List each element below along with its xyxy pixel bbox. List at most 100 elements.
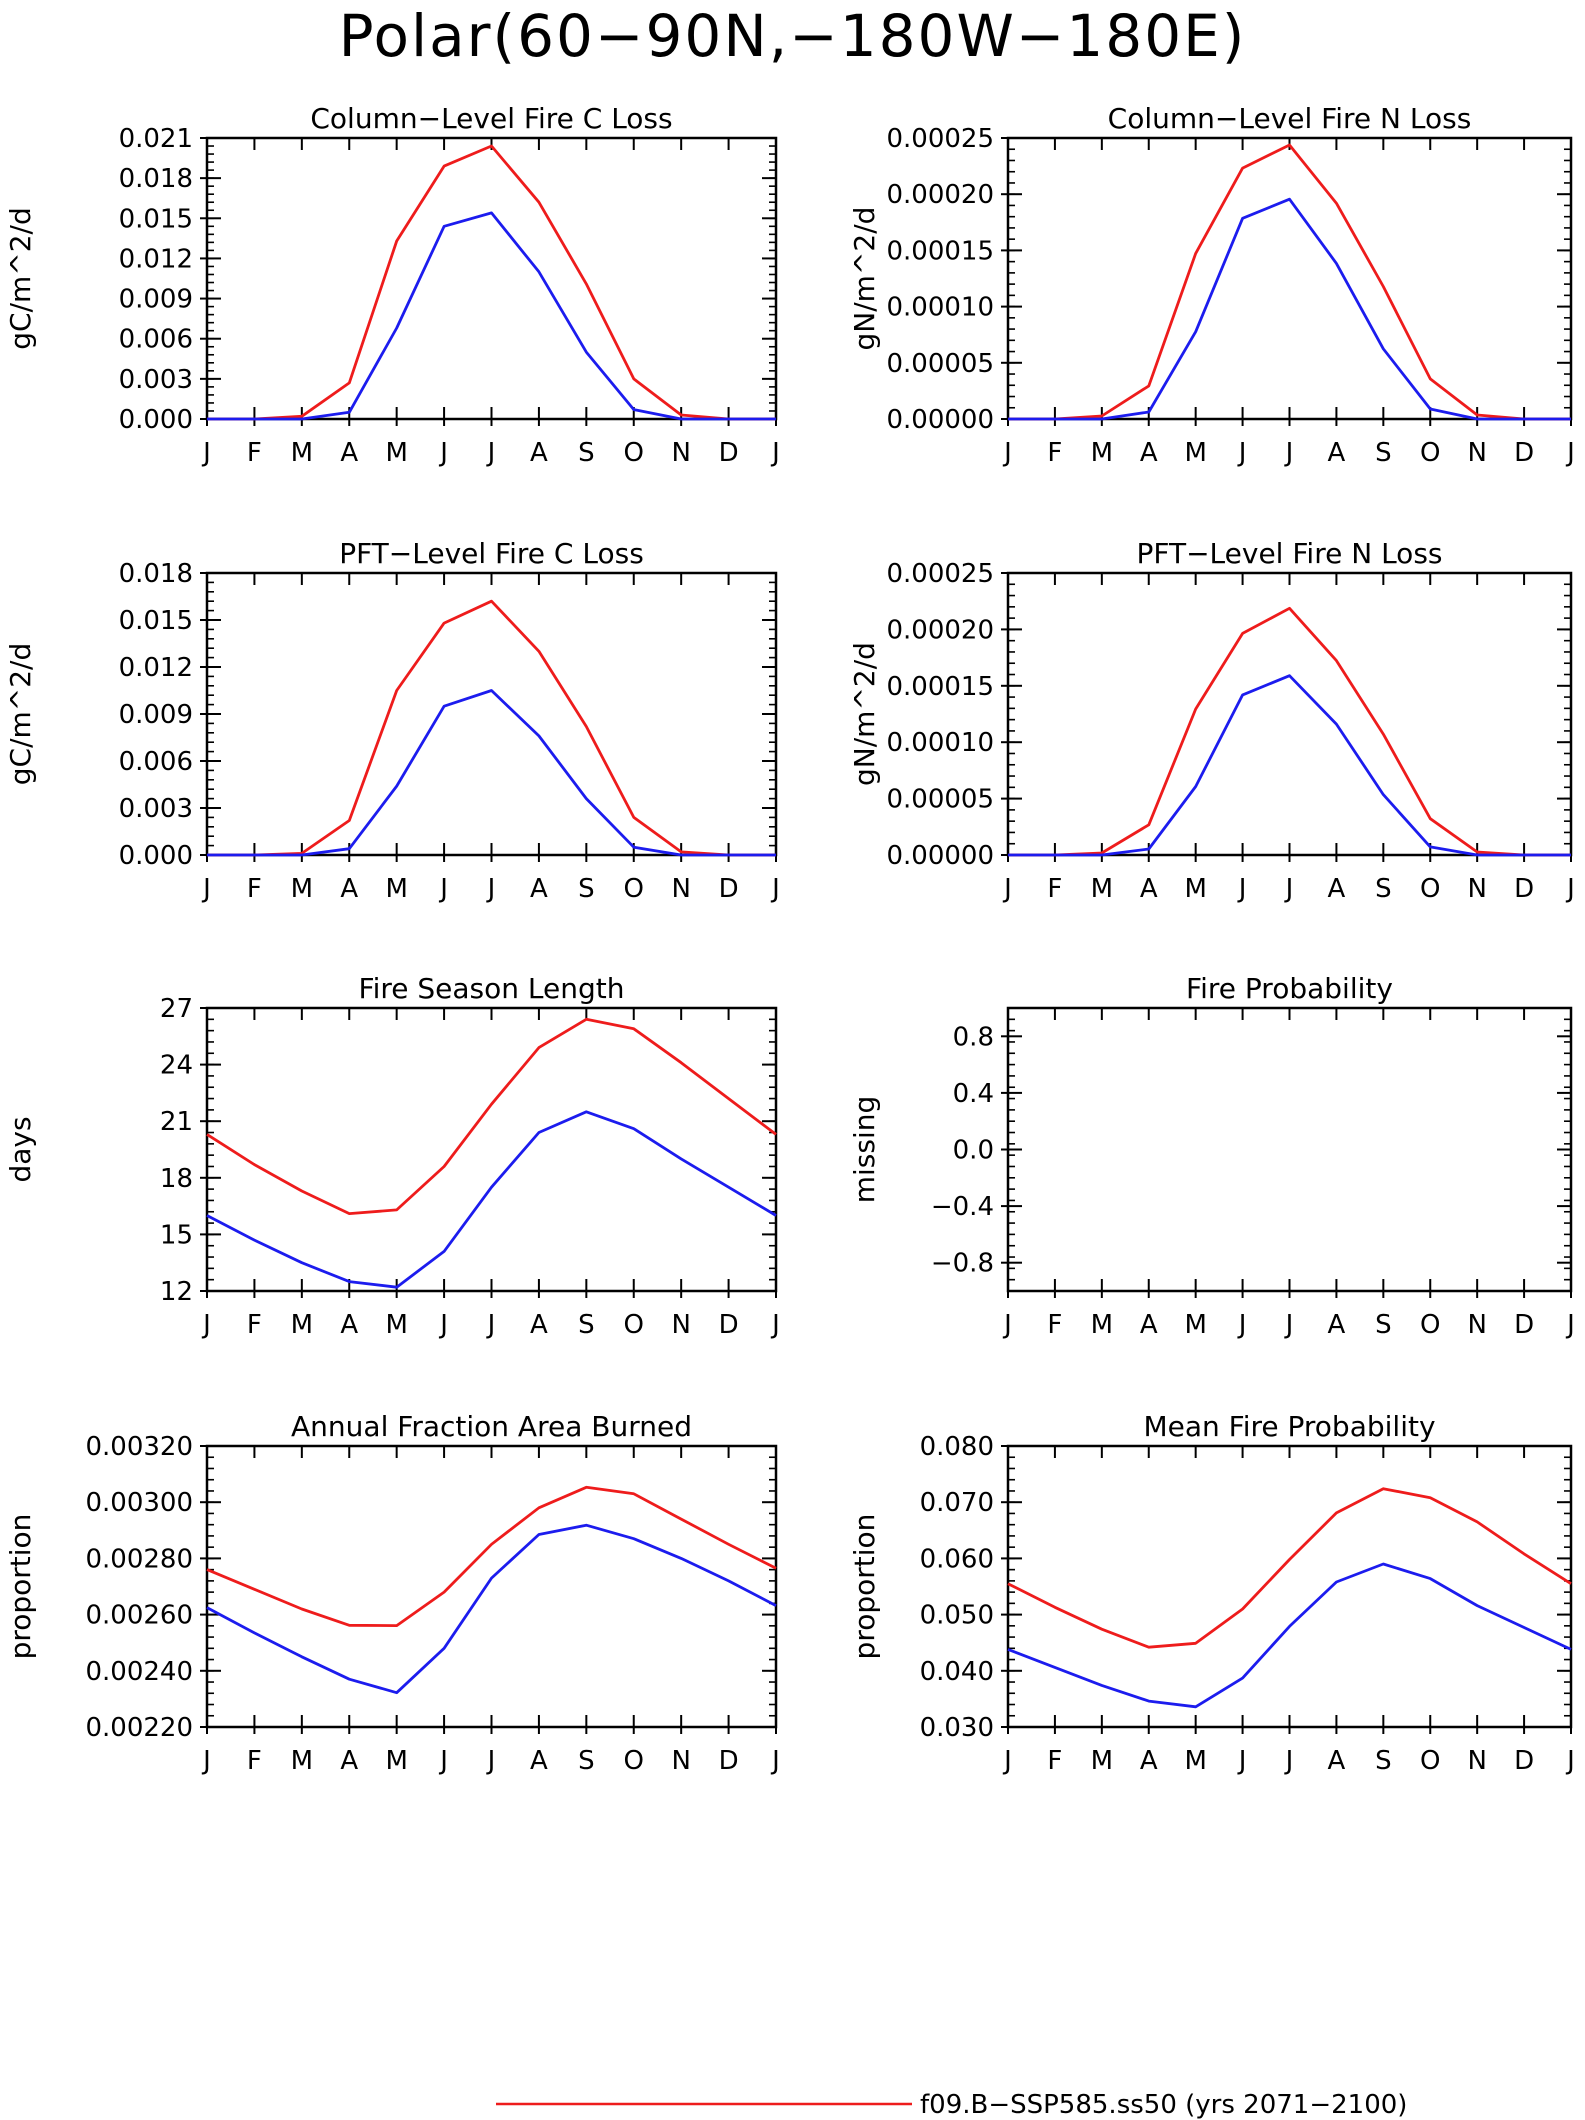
legend-label: f09.B−SSP585.ss50 (yrs 2071−2100) (920, 2090, 1407, 2120)
x-tick-label: A (1140, 874, 1158, 904)
x-tick-label: J (1002, 874, 1012, 904)
y-tick-label: 0.003 (119, 365, 193, 395)
x-tick-label: F (247, 1310, 262, 1340)
y-axis-label: missing (848, 1096, 881, 1204)
x-tick-label: O (1420, 874, 1440, 904)
x-tick-label: M (1184, 1746, 1206, 1776)
plot-frame (1006, 136, 1573, 421)
y-tick-label: 24 (160, 1051, 193, 1081)
x-tick-label: A (530, 1310, 548, 1340)
x-tick-label: A (530, 874, 548, 904)
plot-frame (205, 1006, 778, 1293)
x-tick-label: J (1565, 1746, 1575, 1776)
x-tick-label: J (438, 874, 448, 904)
series-line (1008, 143, 1571, 421)
x-tick-label: J (1002, 1310, 1012, 1340)
x-tick-label: J (201, 1310, 211, 1340)
x-tick-label: D (719, 874, 739, 904)
series-line (1007, 1562, 1572, 1709)
y-axis-label: gN/m^2/d (848, 642, 881, 786)
x-tick-label: A (1328, 1746, 1346, 1776)
y-tick-label: 0.040 (920, 1657, 994, 1687)
y-tick-label: −0.4 (931, 1192, 994, 1222)
x-tick-label: N (671, 1746, 690, 1776)
x-tick-label: J (201, 1746, 211, 1776)
x-tick-label: A (340, 1310, 358, 1340)
y-tick-label: 21 (160, 1107, 193, 1137)
x-tick-label: D (1514, 874, 1534, 904)
x-tick-label: A (530, 438, 548, 468)
y-tick-label: 0.015 (119, 606, 193, 636)
series-line (1008, 674, 1571, 857)
x-tick-label: J (486, 1310, 496, 1340)
x-tick-label: D (1514, 1310, 1534, 1340)
y-tick-label: 0.00025 (886, 124, 994, 154)
y-tick-label: 0.009 (119, 700, 193, 730)
x-tick-label: D (1514, 438, 1534, 468)
chart-title: PFT−Level Fire C Loss (339, 537, 644, 570)
x-tick-label: M (1184, 874, 1206, 904)
x-tick-label: N (671, 874, 690, 904)
y-tick-label: 0.006 (119, 325, 193, 355)
y-tick-label: 0.018 (119, 164, 193, 194)
y-tick-label: 0.012 (119, 653, 193, 683)
plot-frame (205, 136, 778, 421)
y-axis-label: gC/m^2/d (4, 207, 37, 350)
y-tick-label: 0.015 (119, 204, 193, 234)
y-tick-label: 0.050 (920, 1601, 994, 1631)
x-tick-label: M (1091, 1746, 1113, 1776)
y-tick-label: 0.012 (119, 244, 193, 274)
x-tick-label: S (578, 1746, 595, 1776)
chart-title: Mean Fire Probability (1143, 1410, 1435, 1443)
x-tick-label: D (719, 1310, 739, 1340)
y-tick-label: 0.080 (920, 1432, 994, 1462)
x-tick-label: S (578, 438, 595, 468)
x-tick-label: O (1420, 1310, 1440, 1340)
x-tick-label: J (438, 1746, 448, 1776)
y-tick-label: 0.00220 (85, 1713, 193, 1743)
x-tick-label: S (578, 874, 595, 904)
x-tick-label: F (1047, 438, 1062, 468)
x-tick-label: O (624, 874, 644, 904)
y-tick-label: 12 (160, 1277, 193, 1307)
x-tick-label: M (1091, 874, 1113, 904)
x-tick-label: A (340, 438, 358, 468)
y-tick-label: −0.8 (931, 1249, 994, 1279)
x-tick-label: J (486, 438, 496, 468)
x-tick-label: A (1140, 438, 1158, 468)
y-tick-label: 0.070 (920, 1488, 994, 1518)
chart-title: Annual Fraction Area Burned (291, 1410, 692, 1443)
chart-title: Column−Level Fire C Loss (310, 102, 672, 135)
x-tick-label: A (1328, 438, 1346, 468)
x-tick-label: M (1091, 438, 1113, 468)
x-tick-label: M (385, 438, 407, 468)
y-tick-label: 0.018 (119, 559, 193, 589)
y-tick-label: 0.0 (953, 1136, 994, 1166)
x-tick-label: O (624, 1746, 644, 1776)
x-tick-label: J (1237, 874, 1247, 904)
x-tick-label: A (1328, 874, 1346, 904)
x-tick-label: N (671, 438, 690, 468)
series-line (206, 1110, 777, 1289)
y-tick-label: 0.00000 (886, 405, 994, 435)
x-tick-label: J (1565, 438, 1575, 468)
x-tick-label: F (1047, 1746, 1062, 1776)
y-axis-label: proportion (848, 1514, 881, 1660)
x-tick-label: N (1467, 438, 1486, 468)
plot-frame (1006, 1006, 1573, 1293)
series-line (207, 599, 776, 857)
x-tick-label: J (201, 874, 211, 904)
x-tick-label: M (385, 1310, 407, 1340)
x-tick-label: A (340, 1746, 358, 1776)
x-tick-label: J (1565, 874, 1575, 904)
y-axis-label: gN/m^2/d (848, 207, 881, 351)
x-tick-label: J (486, 1746, 496, 1776)
y-tick-label: 0.00015 (886, 672, 994, 702)
x-tick-label: D (719, 438, 739, 468)
y-tick-label: 0.00280 (85, 1544, 193, 1574)
